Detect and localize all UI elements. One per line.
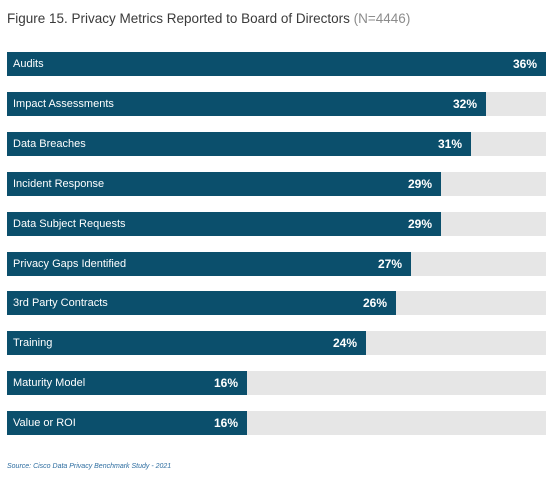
category-label: Impact Assessments: [13, 98, 114, 110]
category-label: Training: [13, 337, 53, 349]
bar: Incident Response 29%: [7, 172, 441, 196]
bar: Training 24%: [7, 331, 366, 355]
bar-track: Incident Response 29%: [7, 172, 546, 196]
bar-track: Audits 36%: [7, 52, 546, 76]
category-label: Maturity Model: [13, 377, 86, 389]
bar: Maturity Model 16%: [7, 371, 247, 395]
value-label: 26%: [362, 296, 387, 310]
bar: 3rd Party Contracts 26%: [7, 291, 396, 315]
bar: Value or ROI 16%: [7, 411, 247, 435]
value-label: 16%: [213, 376, 238, 390]
source-note: Source: Cisco Data Privacy Benchmark Stu…: [7, 463, 172, 470]
category-label: 3rd Party Contracts: [13, 297, 108, 309]
value-label: 29%: [407, 217, 432, 231]
bar: Impact Assessments 32%: [7, 92, 486, 116]
category-label: Value or ROI: [13, 417, 76, 429]
bar-track: Training 24%: [7, 331, 546, 355]
value-label: 31%: [437, 137, 462, 151]
category-label: Privacy Gaps Identified: [13, 258, 127, 270]
bar: Data Subject Requests 29%: [7, 212, 441, 236]
chart-title: Figure 15. Privacy Metrics Reported to B…: [7, 11, 410, 26]
bar-track: Maturity Model 16%: [7, 371, 546, 395]
bar: Privacy Gaps Identified 27%: [7, 252, 411, 276]
value-label: 27%: [377, 257, 402, 271]
value-label: 32%: [452, 97, 477, 111]
bar-track: Data Breaches 31%: [7, 132, 546, 156]
chart-title-text: Figure 15. Privacy Metrics Reported to B…: [7, 11, 350, 26]
sample-size: (N=4446): [353, 11, 411, 26]
bar-track: Value or ROI 16%: [7, 411, 546, 435]
value-label: 36%: [512, 57, 537, 71]
category-label: Data Breaches: [13, 138, 86, 150]
bar-track: Impact Assessments 32%: [7, 92, 546, 116]
bar-track: Privacy Gaps Identified 27%: [7, 252, 546, 276]
bar-chart: Audits 36% Impact Assessments 32% Data Breac…: [7, 52, 546, 440]
bar-track: 3rd Party Contracts 26%: [7, 291, 546, 315]
bar: Audits 36%: [7, 52, 546, 76]
value-label: 29%: [407, 177, 432, 191]
value-label: 24%: [332, 336, 357, 350]
value-label: 16%: [213, 416, 238, 430]
category-label: Data Subject Requests: [13, 218, 126, 230]
bar: Data Breaches 31%: [7, 132, 471, 156]
category-label: Incident Response: [13, 178, 105, 190]
category-label: Audits: [13, 58, 44, 70]
bar-track: Data Subject Requests 29%: [7, 212, 546, 236]
